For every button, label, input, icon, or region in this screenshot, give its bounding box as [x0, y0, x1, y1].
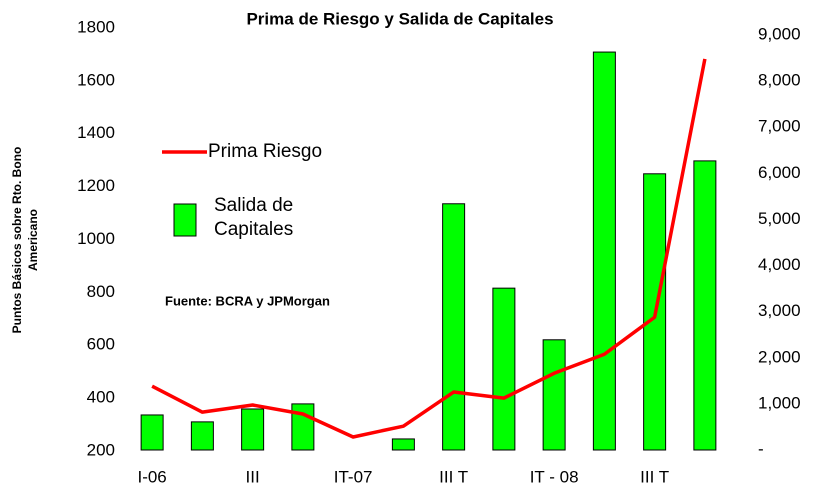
x-tick-label: I-06	[137, 467, 166, 486]
y2-tick-label: 4,000	[758, 255, 801, 274]
y2-tick-label: 1,000	[758, 393, 801, 412]
y-tick-label: 600	[87, 335, 115, 354]
bar	[291, 403, 315, 451]
y2-tick-label: 5,000	[758, 209, 801, 228]
legend-text: Prima Riesgo	[208, 141, 323, 162]
y2-tick-label: 7,000	[758, 117, 801, 136]
y-tick-label: 1400	[77, 123, 115, 142]
y2-tick-label: 6,000	[758, 163, 801, 182]
bar	[391, 438, 415, 451]
bar	[492, 287, 516, 451]
bar	[442, 203, 466, 451]
y-axis-label: Americano	[26, 209, 40, 271]
y2-tick-label: 8,000	[758, 71, 801, 90]
x-tick-label: III T	[439, 467, 468, 486]
legend-swatch	[173, 203, 197, 237]
bar	[190, 421, 214, 451]
chart-title: Prima de Riesgo y Salida de Capitales	[246, 9, 553, 28]
bar	[140, 414, 164, 451]
y2-tick-label: 2,000	[758, 347, 801, 366]
y-tick-label: 1600	[77, 70, 115, 89]
line	[151, 58, 707, 439]
y-axis-label: Puntos Básicos sobre Rto. Bono	[10, 147, 24, 334]
bar	[592, 51, 616, 451]
y-tick-label: 200	[87, 440, 115, 459]
x-tick-label: IT-07	[334, 467, 373, 486]
legend-label: Salida de Capitales	[214, 195, 294, 240]
x-tick-label: III	[246, 467, 260, 486]
y-tick-label: 1800	[77, 17, 115, 36]
y-tick-label: 1000	[77, 229, 115, 248]
bar	[693, 160, 717, 451]
y-tick-label: 800	[87, 282, 115, 301]
bar	[542, 339, 566, 451]
legend-text: Salida de Capitales	[214, 195, 294, 240]
y-tick-label: 400	[87, 388, 115, 407]
annotation: Fuente: BCRA y JPMorgan	[165, 293, 330, 308]
bar	[241, 408, 265, 451]
x-tick-label: III T	[640, 467, 669, 486]
y2-tick-label: -	[758, 439, 764, 458]
y2-tick-label: 9,000	[758, 24, 801, 43]
y2-tick-label: 3,000	[758, 301, 801, 320]
y-tick-label: 1200	[77, 176, 115, 195]
legend-label: Prima Riesgo	[208, 141, 323, 162]
x-tick-label: IT - 08	[530, 467, 579, 486]
